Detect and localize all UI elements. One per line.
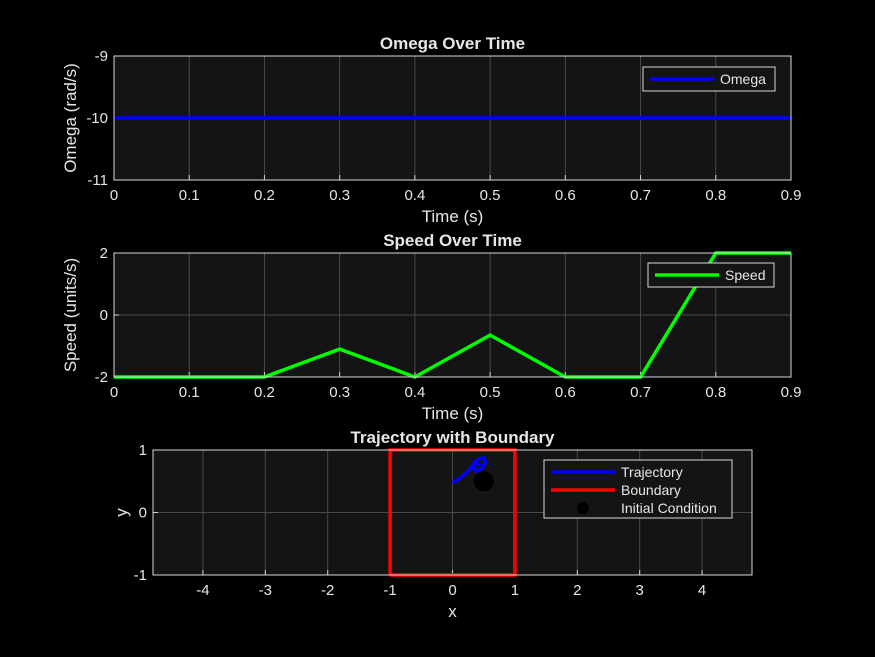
x-tick-label: 0.6: [555, 384, 576, 401]
y-tick-label: -1: [134, 567, 147, 584]
x-tick-label: 0.5: [480, 187, 501, 204]
y-tick-label: -2: [95, 369, 108, 386]
x-tick-label: 0.4: [404, 187, 425, 204]
x-tick-label: -1: [383, 582, 396, 599]
x-tick-label: 0.3: [329, 187, 350, 204]
x-tick-label: 0.7: [630, 187, 651, 204]
x-tick-label: 0.5: [480, 384, 501, 401]
x-tick-label: 0.7: [630, 384, 651, 401]
axes-border: [113, 55, 792, 181]
x-tick-label: 2: [573, 582, 581, 599]
x-tick-label: -3: [259, 582, 272, 599]
y-tick-label: 0: [139, 505, 147, 522]
legend-label: Boundary: [621, 482, 681, 498]
x-axis-label: Time (s): [422, 404, 484, 423]
y-tick-label: 0: [100, 307, 108, 324]
series-line-trajectory: [451, 456, 488, 485]
x-tick-label: 3: [636, 582, 644, 599]
y-axis-label: Speed (units/s): [61, 258, 80, 372]
x-axis-label: Time (s): [422, 207, 484, 226]
legend: Trajectory Boundary Initial Condition: [543, 459, 733, 519]
x-tick-label: 4: [698, 582, 706, 599]
x-tick-label: 0.9: [781, 187, 802, 204]
x-tick-label: 0.8: [705, 187, 726, 204]
x-tick-label: 0.3: [329, 384, 350, 401]
initial-condition-marker: [473, 471, 494, 492]
chart-title: Omega Over Time: [380, 34, 525, 53]
x-tick-label: 0.9: [781, 384, 802, 401]
axes-border: [152, 449, 753, 576]
x-tick-label: 0: [448, 582, 456, 599]
x-tick-label: 0.2: [254, 187, 275, 204]
y-tick-label: 1: [139, 442, 147, 459]
legend-label: Trajectory: [621, 464, 683, 480]
chart-3: -4 -3 -2 -1 0 1 2 3 4 -1 0 1 Trajectory with Boundar…: [112, 428, 753, 621]
x-tick-label: 0.6: [555, 187, 576, 204]
chart-title: Speed Over Time: [383, 231, 522, 250]
legend: Omega: [642, 66, 776, 92]
legend-label: Omega: [720, 71, 766, 87]
axes-border: [113, 252, 792, 378]
y-axis-label: y: [112, 508, 131, 517]
chart-1: 0 0.1 0.2 0.3 0.4 0.5 0.6 0.7 0.8 0.9 -11 -10 -9 Omeg…: [61, 34, 801, 226]
legend-label: Speed: [725, 267, 765, 283]
x-axis-label: x: [448, 602, 457, 621]
y-tick-label: 2: [100, 245, 108, 262]
y-axis-label: Omega (rad/s): [61, 63, 80, 173]
x-tick-label: -2: [321, 582, 334, 599]
legend-label: Initial Condition: [621, 500, 717, 516]
x-tick-label: 0.2: [254, 384, 275, 401]
legend: Speed: [647, 262, 775, 288]
legend-marker: [577, 502, 589, 514]
x-tick-label: 0.4: [404, 384, 425, 401]
x-tick-label: 0.1: [179, 187, 200, 204]
x-tick-label: 0: [110, 187, 118, 204]
x-tick-label: 0: [110, 384, 118, 401]
y-tick-label: -11: [87, 172, 108, 189]
y-tick-label: -9: [95, 48, 108, 65]
chart-title: Trajectory with Boundary: [350, 428, 555, 447]
x-tick-label: 0.1: [179, 384, 200, 401]
x-tick-label: 0.8: [705, 384, 726, 401]
x-tick-label: 1: [511, 582, 519, 599]
y-tick-label: -10: [86, 110, 108, 127]
x-tick-label: -4: [196, 582, 209, 599]
